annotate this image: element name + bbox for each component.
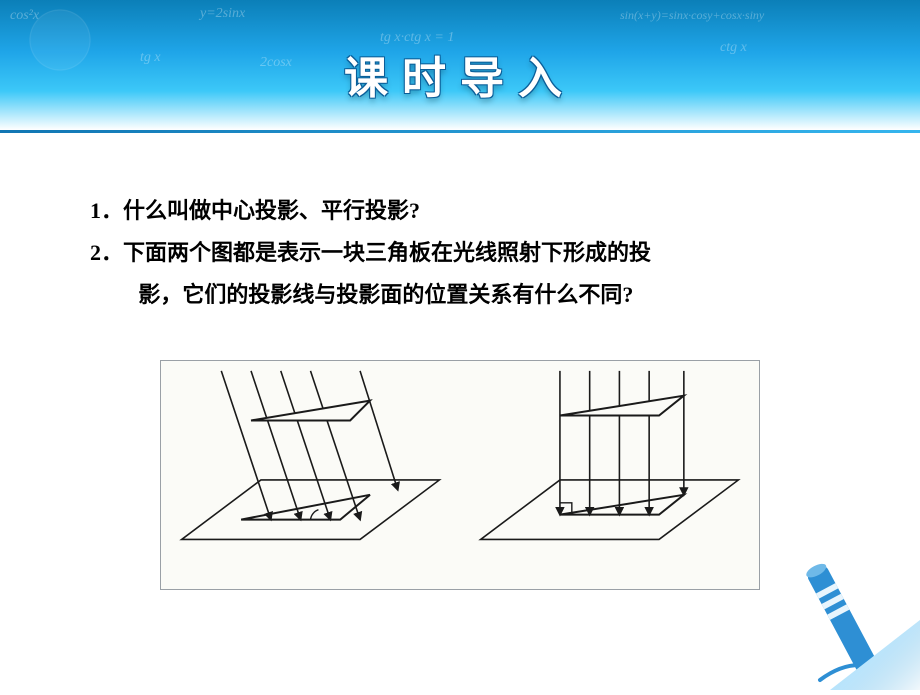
page-curl-decoration	[830, 620, 920, 690]
slide-header: cos²x y=2sinx tg x·ctg x = 1 2cosx sin(x…	[0, 0, 920, 130]
projection-figure	[160, 360, 760, 590]
slide-title: 课时导入	[0, 42, 920, 106]
formula-text: sin(x+y)=sinx·cosy+cosx·siny	[620, 8, 764, 23]
header-divider	[0, 130, 920, 133]
figure-left-oblique	[161, 361, 460, 589]
formula-text: y=2sinx	[200, 6, 245, 22]
question-2-line1: 2．下面两个图都是表示一块三角板在光线照射下形成的投	[90, 232, 850, 274]
content-area: 1．什么叫做中心投影、平行投影? 2．下面两个图都是表示一块三角板在光线照射下形…	[90, 190, 850, 315]
figure-right-orthographic	[460, 361, 759, 589]
question-1: 1．什么叫做中心投影、平行投影?	[90, 190, 850, 232]
question-2-line2: 影，它们的投影线与投影面的位置关系有什么不同?	[90, 274, 850, 316]
formula-text: cos²x	[10, 8, 39, 24]
